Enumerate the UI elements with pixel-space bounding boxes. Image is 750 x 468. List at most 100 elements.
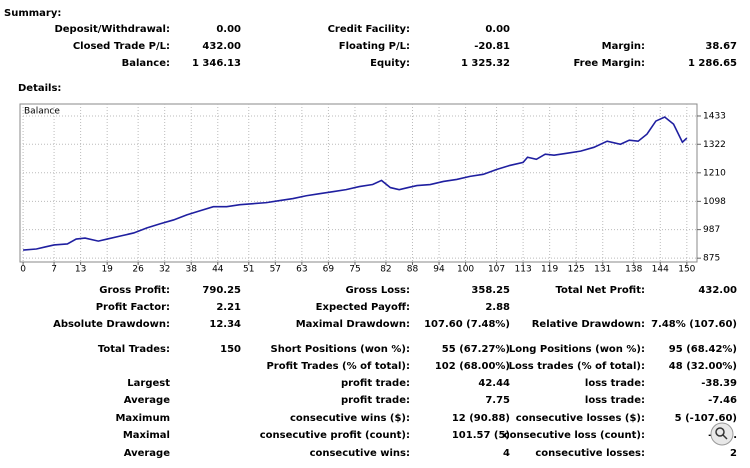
summary-title: Summary:: [4, 8, 61, 19]
field-value: 2: [730, 448, 737, 459]
y-tick-label: 1433: [703, 111, 726, 121]
x-tick-label: 19: [101, 265, 113, 275]
x-tick-label: 7: [51, 265, 57, 275]
field-label: Long Positions (won %):: [509, 344, 645, 355]
x-tick-label: 75: [349, 265, 360, 275]
field-label: Total Net Profit:: [555, 285, 645, 296]
y-tick-label: 1098: [703, 197, 726, 207]
x-tick-label: 0: [20, 265, 26, 275]
field-label: Profit Trades (% of total):: [266, 361, 410, 372]
field-value: -7.46: [708, 395, 737, 406]
field-label: consecutive loss (count):: [504, 430, 645, 441]
chart-frame: [19, 103, 698, 263]
field-value: 12.34: [209, 319, 241, 330]
field-value: 0.00: [485, 24, 510, 35]
magnifier-icon[interactable]: [710, 422, 734, 446]
field-label: Average: [124, 448, 171, 459]
x-tick-label: 51: [243, 265, 254, 275]
y-tick-label: 875: [703, 254, 720, 264]
field-label: Gross Loss:: [345, 285, 410, 296]
field-label: Free Margin:: [573, 58, 645, 69]
x-tick-label: 138: [625, 265, 642, 275]
x-tick-label: 44: [212, 265, 224, 275]
field-label: Absolute Drawdown:: [53, 319, 170, 330]
field-value: 55 (67.27%): [442, 344, 510, 355]
field-value: -20.81: [474, 41, 510, 52]
field-label: consecutive wins:: [310, 448, 410, 459]
field-value: -38.39: [701, 378, 737, 389]
x-tick-label: 107: [488, 265, 505, 275]
field-value: 107.60 (7.48%): [424, 319, 510, 330]
field-label: Balance:: [122, 58, 170, 69]
balance-line: [23, 116, 688, 251]
field-value: 102 (68.00%): [435, 361, 510, 372]
field-value: 101.57 (5): [452, 430, 510, 441]
y-tick-label: 1322: [703, 140, 726, 150]
x-tick-label: 38: [186, 265, 198, 275]
field-value: 2.21: [216, 302, 241, 313]
x-tick-label: 57: [270, 265, 281, 275]
details-title: Details:: [18, 83, 61, 94]
field-value: 150: [220, 344, 241, 355]
field-label: consecutive losses ($):: [516, 413, 645, 424]
field-value: 42.44: [478, 378, 510, 389]
field-value: 7.48% (107.60): [651, 319, 737, 330]
field-value: 0.00: [216, 24, 241, 35]
field-label: Loss trades (% of total):: [509, 361, 645, 372]
x-tick-label: 69: [323, 265, 335, 275]
x-tick-label: 32: [159, 265, 170, 275]
y-tick-label: 1210: [703, 168, 726, 178]
field-label: Closed Trade P/L:: [73, 41, 170, 52]
field-label: Maximum: [115, 413, 170, 424]
y-tick-label: 987: [703, 225, 720, 235]
field-label: consecutive wins ($):: [290, 413, 410, 424]
field-value: 7.75: [485, 395, 510, 406]
field-value: 432.00: [698, 285, 737, 296]
field-value: 1 346.13: [192, 58, 241, 69]
field-label: profit trade:: [341, 395, 410, 406]
field-label: Equity:: [370, 58, 410, 69]
field-label: Relative Drawdown:: [532, 319, 645, 330]
field-value: 790.25: [202, 285, 241, 296]
field-value: 38.67: [705, 41, 737, 52]
field-label: Expected Payoff:: [316, 302, 410, 313]
field-label: Maximal: [123, 430, 170, 441]
field-value: 358.25: [471, 285, 510, 296]
x-tick-label: 13: [75, 265, 86, 275]
x-tick-label: 63: [296, 265, 307, 275]
x-tick-label: 150: [678, 265, 695, 275]
field-label: Floating P/L:: [339, 41, 410, 52]
legend-label: Balance: [24, 107, 60, 117]
field-value: 1 286.65: [688, 58, 737, 69]
field-value: 95 (68.42%): [669, 344, 737, 355]
field-value: 5 (-107.60): [675, 413, 737, 424]
field-value: 2.88: [485, 302, 510, 313]
field-label: loss trade:: [585, 378, 645, 389]
x-tick-label: 82: [380, 265, 391, 275]
x-tick-label: 119: [541, 265, 558, 275]
field-label: Total Trades:: [98, 344, 170, 355]
field-label: Gross Profit:: [99, 285, 170, 296]
field-label: Short Positions (won %):: [271, 344, 410, 355]
x-tick-label: 113: [515, 265, 532, 275]
field-label: profit trade:: [341, 378, 410, 389]
field-label: consecutive profit (count):: [260, 430, 410, 441]
field-label: Maximal Drawdown:: [296, 319, 410, 330]
field-label: loss trade:: [585, 395, 645, 406]
x-tick-label: 94: [433, 265, 445, 275]
field-value: 432.00: [202, 41, 241, 52]
field-value: 4: [503, 448, 510, 459]
field-value: 48 (32.00%): [669, 361, 737, 372]
field-label: Credit Facility:: [328, 24, 410, 35]
x-tick-label: 144: [652, 265, 669, 275]
x-tick-label: 125: [568, 265, 585, 275]
field-label: Average: [124, 395, 171, 406]
x-tick-label: 131: [594, 265, 611, 275]
x-tick-label: 88: [407, 265, 419, 275]
field-label: Largest: [127, 378, 170, 389]
field-value: 1 325.32: [461, 58, 510, 69]
field-value: 12 (90.88): [452, 413, 510, 424]
field-label: Deposit/Withdrawal:: [54, 24, 170, 35]
x-tick-label: 100: [457, 265, 474, 275]
